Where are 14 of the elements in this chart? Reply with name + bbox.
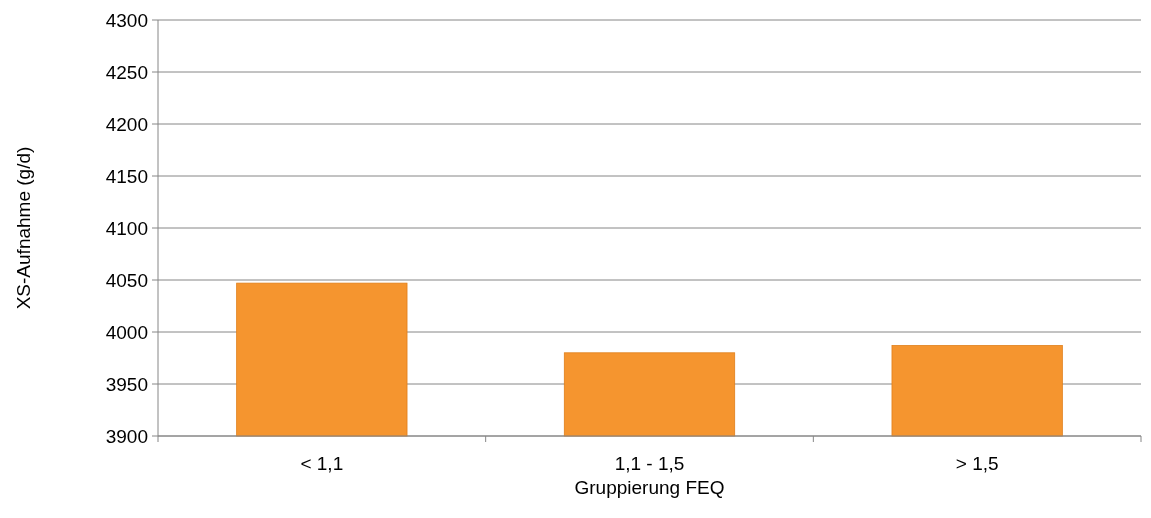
y-tick-label: 3900 [105,425,148,447]
x-tick-label: > 1,5 [955,453,999,474]
y-tick-label: 3950 [105,373,148,395]
y-tick-label: 4050 [105,269,148,291]
y-tick-label: 4300 [105,9,148,31]
y-tick-label: 4250 [105,61,148,83]
x-tick-label: < 1,1 [300,453,344,474]
x-axis-title: Gruppierung FEQ [574,477,725,498]
y-tick-label: 4000 [105,321,148,343]
y-tick-label: 4100 [105,217,148,239]
x-tick-label: 1,1 - 1,5 [614,453,685,474]
y-tick-label: 4150 [105,165,148,187]
y-tick-label: 4200 [105,113,148,135]
y-axis-title: XS-Aufnahme (g/d) [13,146,34,310]
